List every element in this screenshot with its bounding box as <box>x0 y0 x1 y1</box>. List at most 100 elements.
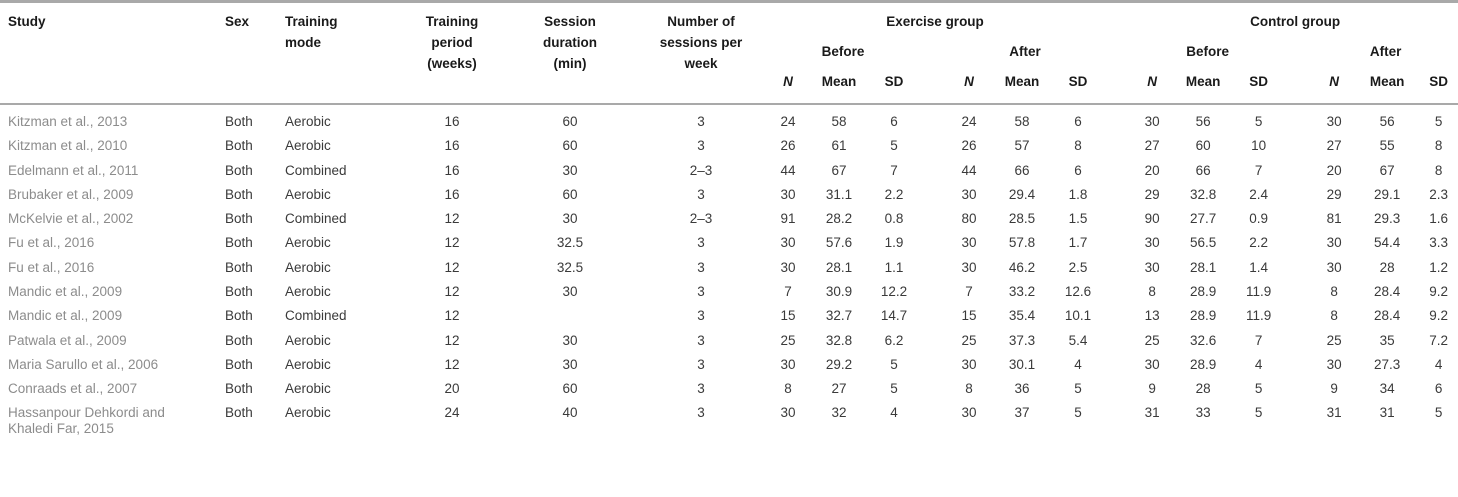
cell-gap <box>1283 158 1313 182</box>
cell-gap <box>1102 158 1132 182</box>
cell-gap <box>918 182 948 206</box>
cell-exercise-after-sd: 1.8 <box>1068 186 1088 202</box>
cell-session-duration: 30 <box>562 211 578 227</box>
cell-exercise-after-sd: 12.6 <box>1064 283 1092 299</box>
cell-training-period: 12 <box>444 235 460 251</box>
cell-control-after-mean: 34 <box>1379 381 1395 397</box>
cell-exercise-before-sd: 5 <box>890 356 898 372</box>
cell-study: Mandic et al., 2009 <box>8 283 123 299</box>
cell-control-before-n: 25 <box>1144 332 1160 348</box>
table-header: Study Sex Training mode Training period … <box>0 1 1458 105</box>
cell-gap <box>1283 182 1313 206</box>
cell-study: Maria Sarullo et al., 2006 <box>8 356 159 372</box>
cell-exercise-after-sd: 5.4 <box>1068 332 1088 348</box>
cell-session-duration: 60 <box>562 381 578 397</box>
cell-exercise-before-n: 30 <box>780 186 796 202</box>
cell-session-duration: 60 <box>562 186 578 202</box>
cell-exercise-after-mean: 66 <box>1014 162 1030 178</box>
cell-gap <box>918 377 948 401</box>
cell-exercise-after-sd: 2.5 <box>1068 259 1088 275</box>
cell-study: Patwala et al., 2009 <box>8 332 127 348</box>
cell-gap <box>918 207 948 231</box>
cell-exercise-after-sd: 10.1 <box>1064 308 1092 324</box>
cell-exercise-after-n: 30 <box>961 356 977 372</box>
cell-exercise-after-sd: 4 <box>1074 356 1082 372</box>
cell-study: Mandic et al., 2009 <box>8 308 123 324</box>
table-row: Hassanpour Dehkordi and Khaledi Far, 201… <box>0 401 1458 441</box>
cell-study: Fu et al., 2016 <box>8 259 95 275</box>
cell-control-before-n: 30 <box>1144 259 1160 275</box>
cell-control-after-sd: 6 <box>1434 381 1443 397</box>
cell-session-duration: 30 <box>562 283 578 299</box>
cell-gap <box>1283 231 1313 255</box>
cell-control-before-sd: 11.9 <box>1245 283 1272 299</box>
cell-sex: Both <box>225 308 253 324</box>
subgroup-gap <box>1283 32 1314 105</box>
cell-control-before-n: 30 <box>1144 235 1160 251</box>
cell-control-after-mean: 55 <box>1379 138 1395 154</box>
cell-gap <box>1283 207 1313 231</box>
cell-exercise-before-mean: 31.1 <box>825 186 853 202</box>
cell-training-mode: Combined <box>285 162 347 178</box>
stat-header-sd: SD <box>1054 62 1103 105</box>
cell-gap <box>1102 231 1132 255</box>
cell-exercise-after-n: 7 <box>965 283 973 299</box>
group-header-exercise: Exercise group <box>768 2 1102 33</box>
group-header-exercise-label: Exercise group <box>886 14 984 29</box>
cell-exercise-after-n: 30 <box>961 186 977 202</box>
cell-control-after-n: 8 <box>1330 283 1338 299</box>
cell-exercise-after-sd: 6 <box>1074 162 1082 178</box>
cell-control-before-sd: 5 <box>1254 381 1263 397</box>
cell-exercise-before-sd: 6.2 <box>884 332 904 348</box>
cell-sessions-per-week: 3 <box>697 114 705 129</box>
cell-gap <box>1102 401 1132 441</box>
cell-control-before-n: 13 <box>1144 308 1160 324</box>
cell-sex: Both <box>225 114 253 129</box>
cell-session-duration <box>506 304 634 328</box>
cell-control-after-mean: 56 <box>1379 114 1395 129</box>
cell-exercise-before-sd: 1.1 <box>884 259 904 275</box>
cell-gap <box>1102 255 1132 279</box>
cell-control-before-mean: 28.9 <box>1189 283 1217 299</box>
cell-exercise-before-n: 15 <box>780 308 796 324</box>
cell-gap <box>918 158 948 182</box>
cell-exercise-after-n: 44 <box>961 162 977 178</box>
cell-control-after-n: 81 <box>1326 211 1342 227</box>
cell-control-before-mean: 33 <box>1195 405 1211 421</box>
stat-header-n: N <box>948 62 990 105</box>
header-row-groups: Study Sex Training mode Training period … <box>0 1 1458 105</box>
cell-training-mode: Aerobic <box>285 259 331 275</box>
col-header-training-mode: Training mode <box>277 1 398 105</box>
cell-training-period: 20 <box>444 381 460 397</box>
cell-exercise-after-n: 80 <box>961 211 977 227</box>
cell-exercise-before-mean: 32 <box>831 405 847 421</box>
table-row: Patwala et al., 2009 Both Aerobic 12 30 3 25 32… <box>0 328 1458 352</box>
study-characteristics-table: Study Sex Training mode Training period … <box>0 0 1458 441</box>
cell-exercise-after-mean: 35.4 <box>1008 308 1036 324</box>
cell-gap <box>1102 104 1132 134</box>
col-header-study: Study <box>0 1 217 105</box>
cell-control-before-sd: 2.2 <box>1249 235 1268 251</box>
stat-header-n: N <box>1313 62 1356 105</box>
subheader-label: Before <box>1186 44 1229 59</box>
cell-control-before-mean: 56.5 <box>1189 235 1217 251</box>
cell-control-before-mean: 60 <box>1195 138 1211 154</box>
cell-study: Kitzman et al., 2013 <box>8 114 128 129</box>
cell-sex: Both <box>225 381 253 397</box>
cell-sessions-per-week: 3 <box>697 259 705 275</box>
col-header-session-duration: Session duration (min) <box>506 1 634 105</box>
cell-exercise-after-n: 15 <box>961 308 977 324</box>
subheader-control-before: Before <box>1132 32 1283 62</box>
cell-gap <box>1283 304 1313 328</box>
stat-header-n: N <box>1132 62 1173 105</box>
cell-exercise-before-mean: 32.8 <box>825 332 853 348</box>
cell-exercise-before-sd: 5 <box>890 381 898 397</box>
header-row-stats: N Mean SD N Mean SD N Mean SD N Mean SD <box>0 62 1458 105</box>
cell-sessions-per-week: 3 <box>697 381 705 397</box>
cell-gap <box>1102 182 1132 206</box>
cell-control-after-sd: 9.2 <box>1429 283 1449 299</box>
cell-exercise-before-mean: 67 <box>831 162 847 178</box>
cell-control-after-n: 30 <box>1326 235 1342 251</box>
subheader-control-after: After <box>1313 32 1458 62</box>
table-row: Maria Sarullo et al., 2006 Both Aerobic 12 3… <box>0 352 1458 376</box>
